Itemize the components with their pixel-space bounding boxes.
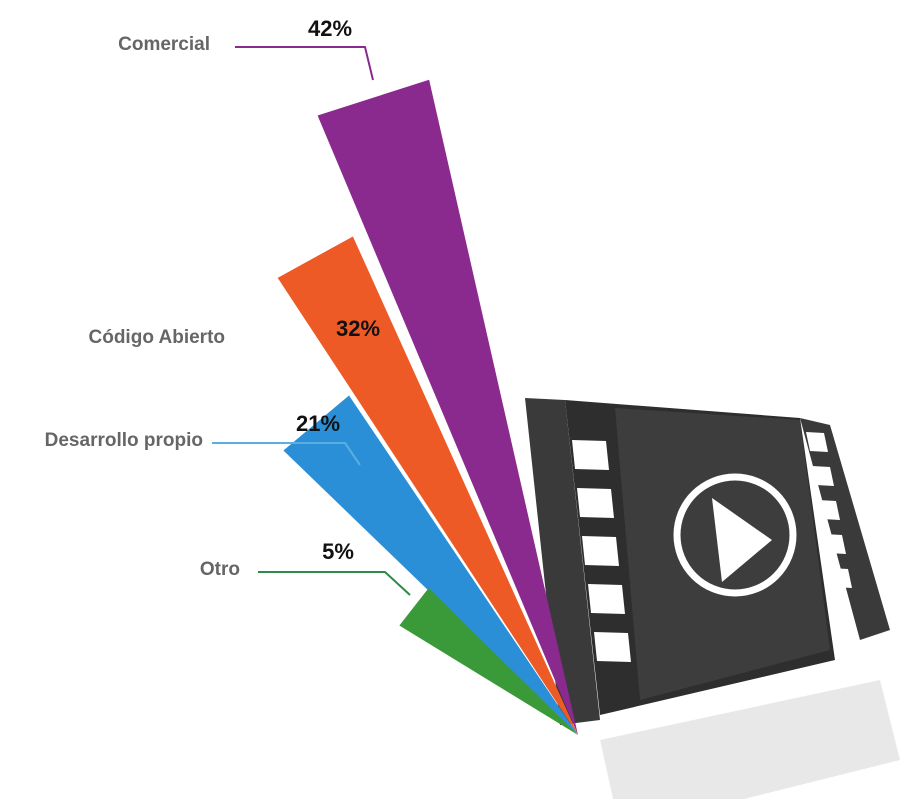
beam	[283, 395, 578, 735]
leader-line	[212, 442, 361, 466]
leader-line	[258, 571, 411, 596]
value-label: 42%	[308, 16, 352, 41]
category-label: Comercial	[118, 34, 210, 55]
beam	[317, 79, 578, 735]
beam	[399, 588, 578, 735]
category-label: Código Abierto	[89, 327, 226, 348]
beam	[277, 236, 578, 735]
value-label: 21%	[296, 411, 340, 436]
value-label: 5%	[322, 539, 354, 564]
film-icon	[525, 398, 900, 799]
value-label: 32%	[336, 316, 380, 341]
category-label: Desarrollo propio	[45, 430, 203, 451]
category-label: Otro	[200, 559, 240, 580]
leader-line	[235, 46, 374, 81]
